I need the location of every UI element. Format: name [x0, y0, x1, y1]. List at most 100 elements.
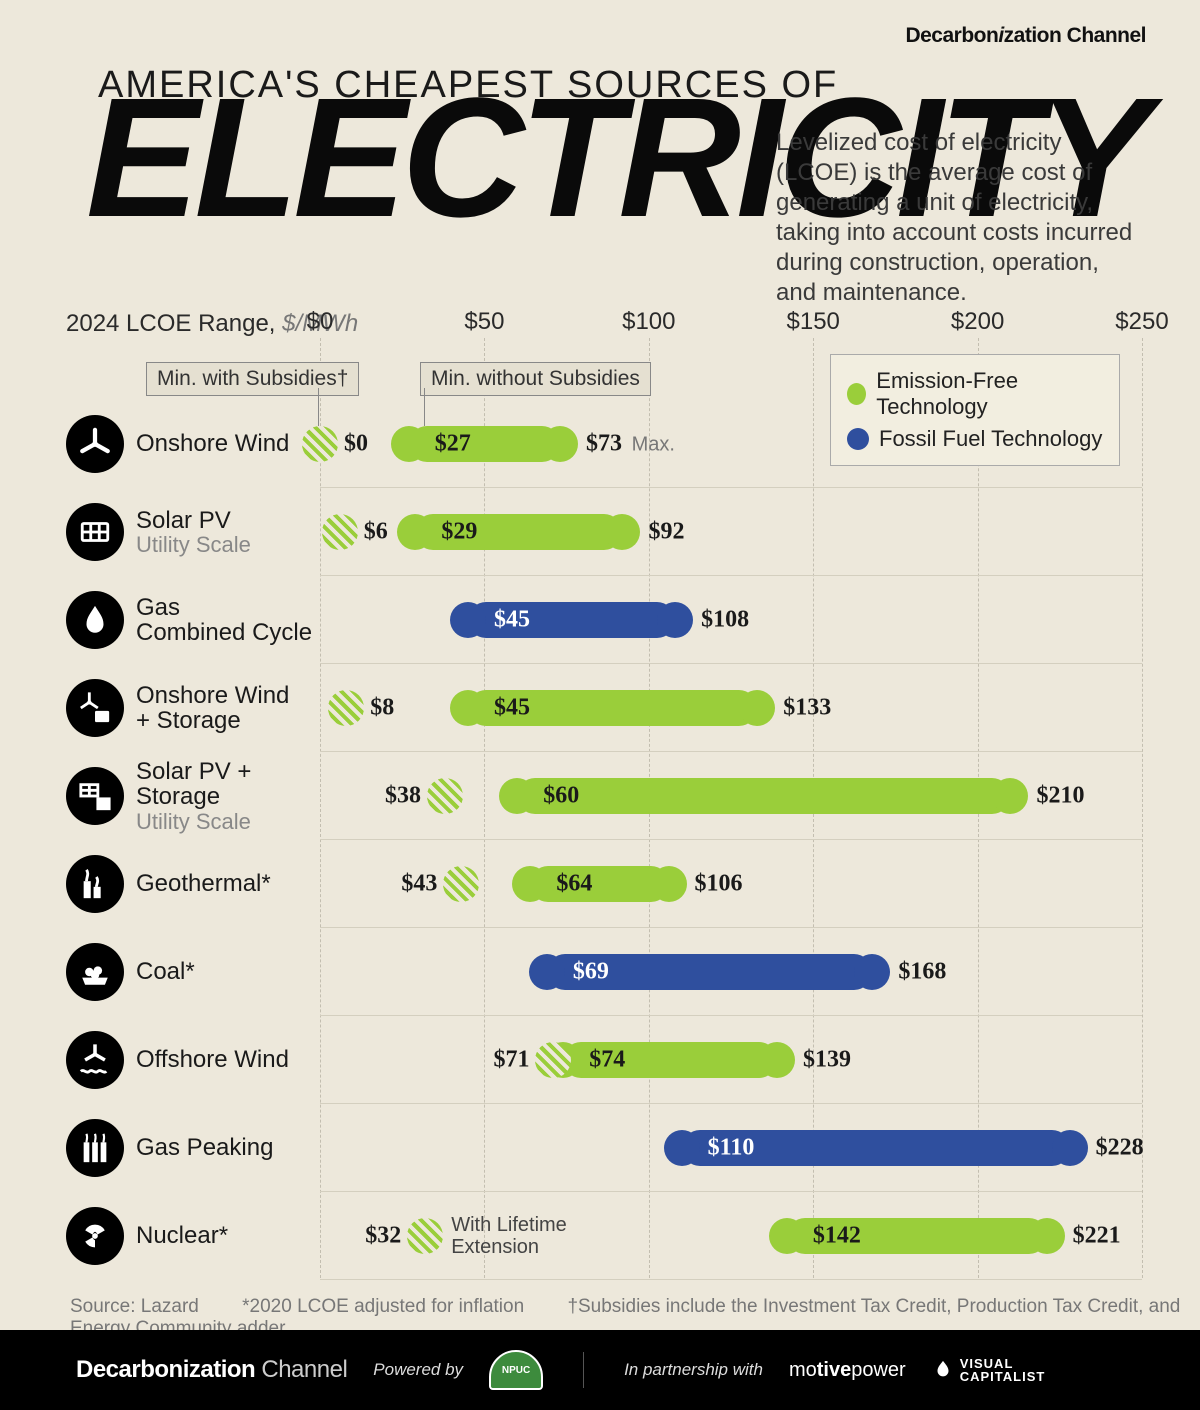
geo-icon — [66, 855, 124, 913]
subsidy-dot — [427, 778, 463, 814]
min-label: $110 — [708, 1134, 755, 1161]
max-label: $92 — [648, 518, 684, 545]
min-label: $45 — [494, 606, 530, 633]
row-label: Gas Peaking — [66, 1104, 320, 1192]
row-name: Solar PVUtility Scale — [136, 508, 251, 556]
tick-label: $0 — [307, 308, 334, 336]
range-bar — [530, 866, 668, 902]
row-label: Solar PV + StorageUtility Scale — [66, 752, 320, 840]
chart-row: $69$168 — [320, 928, 1142, 1016]
max-label: $106 — [695, 870, 743, 897]
chart-row: $142$221$32With LifetimeExtension — [320, 1192, 1142, 1280]
row-label: Onshore Wind — [66, 400, 320, 488]
range-bar — [409, 426, 560, 462]
wind-storage-icon — [66, 679, 124, 737]
max-label: $168 — [898, 958, 946, 985]
max-label: $108 — [701, 606, 749, 633]
subsidy-dot — [302, 426, 338, 462]
max-label: $139 — [803, 1046, 851, 1073]
min-label: $60 — [543, 782, 579, 809]
min-label: $74 — [589, 1046, 625, 1073]
subsidy-label: $0 — [344, 430, 368, 457]
subsidy-label: $43 — [401, 870, 437, 897]
row-name: Geothermal* — [136, 871, 271, 896]
axis-title-text: 2024 LCOE Range, — [66, 310, 275, 337]
min-cap — [664, 1130, 700, 1166]
subsidy-label: $32 — [365, 1222, 401, 1249]
row-label: Offshore Wind — [66, 1016, 320, 1104]
row-label: Geothermal* — [66, 840, 320, 928]
subsidy-label: $8 — [370, 694, 394, 721]
row-label: Coal* — [66, 928, 320, 1016]
nuclear-icon — [66, 1207, 124, 1265]
npuc-logo: NPUC — [489, 1350, 543, 1390]
max-cap — [854, 954, 890, 990]
max-cap — [657, 602, 693, 638]
row-label: Nuclear* — [66, 1192, 320, 1280]
chart-row: $110 $228 — [320, 1104, 1142, 1192]
tick-label: $150 — [786, 308, 839, 336]
row-name: Onshore Wind — [136, 431, 289, 456]
max-cap — [542, 426, 578, 462]
no-subsidy-pointer-label: Min. without Subsidies — [420, 362, 651, 396]
partner-label: In partnership with — [624, 1360, 763, 1380]
solar-storage-icon — [66, 767, 124, 825]
row-name: GasCombined Cycle — [136, 595, 312, 645]
coal-icon — [66, 943, 124, 1001]
chart-row: $74$139$71 — [320, 1016, 1142, 1104]
min-cap — [450, 690, 486, 726]
max-cap — [1052, 1130, 1088, 1166]
subsidy-label: $38 — [385, 782, 421, 809]
solar-icon — [66, 503, 124, 561]
row-label: Solar PVUtility Scale — [66, 488, 320, 576]
row-name: Offshore Wind — [136, 1047, 289, 1072]
max-label: $133 — [783, 694, 831, 721]
brand-header: Decarbonization Channel — [905, 24, 1146, 48]
min-label: $64 — [556, 870, 592, 897]
max-label: $73 Max. — [586, 430, 675, 457]
wind-icon — [66, 415, 124, 473]
min-label: $142 — [813, 1222, 861, 1249]
partner-visual-capitalist: VISUALCAPITALIST — [932, 1357, 1046, 1383]
max-cap — [759, 1042, 795, 1078]
chart-row: $60 $210 $38 — [320, 752, 1142, 840]
row-name: Coal* — [136, 959, 195, 984]
max-label: $210 — [1036, 782, 1084, 809]
subsidy-label: $6 — [364, 518, 388, 545]
footer-divider — [583, 1352, 584, 1388]
min-cap — [450, 602, 486, 638]
chart-row: $45 $133 $8 — [320, 664, 1142, 752]
min-label: $27 — [435, 430, 471, 457]
subsidy-dot — [407, 1218, 443, 1254]
footer-brand: Decarbonization Channel — [76, 1356, 347, 1384]
min-cap — [769, 1218, 805, 1254]
subsidy-dot — [535, 1042, 571, 1078]
source-note: Source: Lazard — [70, 1296, 199, 1317]
min-cap — [391, 426, 427, 462]
row-name: Solar PV + StorageUtility Scale — [136, 759, 320, 832]
subsidy-note: With LifetimeExtension — [451, 1214, 567, 1258]
tick-label: $200 — [951, 308, 1004, 336]
range-bar — [517, 778, 1010, 814]
max-label: $228 — [1096, 1134, 1144, 1161]
max-cap — [739, 690, 775, 726]
tick-label: $50 — [464, 308, 504, 336]
inflation-note: *2020 LCOE adjusted for inflation — [242, 1296, 524, 1317]
row-label: GasCombined Cycle — [66, 576, 320, 664]
max-cap — [604, 514, 640, 550]
row-name: Onshore Wind+ Storage — [136, 683, 289, 733]
footer: Decarbonization Channel Powered by NPUC … — [0, 1330, 1200, 1410]
chart-row: $27 $73 Max. $0 — [320, 400, 1142, 488]
min-cap — [512, 866, 548, 902]
min-label: $45 — [494, 694, 530, 721]
partner-motivepower: motivepower — [789, 1359, 906, 1382]
powered-by-label: Powered by — [373, 1360, 463, 1380]
flame-icon — [66, 591, 124, 649]
row-name: Gas Peaking — [136, 1135, 273, 1160]
subsidy-pointer-label: Min. with Subsidies† — [146, 362, 359, 396]
subsidy-dot — [443, 866, 479, 902]
max-cap — [1029, 1218, 1065, 1254]
max-cap — [651, 866, 687, 902]
chart-row: $29$92$6 — [320, 488, 1142, 576]
vc-icon — [932, 1359, 954, 1381]
